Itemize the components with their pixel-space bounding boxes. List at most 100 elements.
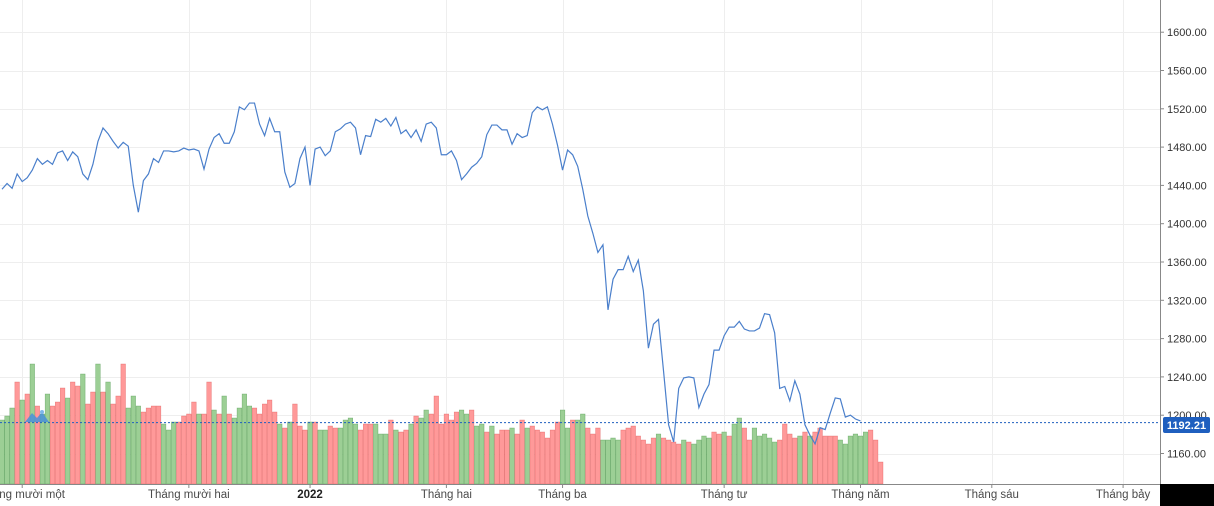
volume-bar bbox=[772, 441, 778, 485]
watermark-logo bbox=[25, 410, 49, 422]
volume-bar bbox=[585, 427, 591, 485]
volume-bar bbox=[196, 413, 202, 485]
volume-bar bbox=[171, 421, 177, 485]
x-tick-label: Tháng mười hai bbox=[148, 489, 230, 501]
volume-bar bbox=[9, 407, 15, 485]
x-tick-label: Tháng ba bbox=[538, 489, 587, 501]
y-axis: 1160.001200.001240.001280.001320.001360.… bbox=[1160, 27, 1207, 461]
volume-bar bbox=[645, 443, 651, 485]
y-tick-label: 1480.00 bbox=[1167, 142, 1207, 154]
volume-bar bbox=[201, 413, 207, 485]
volume-bar bbox=[479, 423, 485, 485]
volume-bar bbox=[347, 417, 353, 485]
volume-bar bbox=[448, 419, 454, 485]
volume-bar bbox=[711, 431, 717, 485]
volume-bar bbox=[650, 437, 657, 485]
grid-lines bbox=[0, 0, 1160, 484]
y-tick-label: 1400.00 bbox=[1167, 219, 1207, 231]
volume-bar bbox=[358, 429, 364, 485]
volume-bar bbox=[691, 443, 697, 485]
x-tick-label: Tháng hai bbox=[421, 489, 472, 501]
volume-bar bbox=[150, 405, 157, 485]
x-tick-label: Tháng bảy bbox=[1096, 489, 1151, 501]
volume-bar bbox=[802, 431, 808, 485]
volume-bar bbox=[282, 427, 288, 485]
volume-bar bbox=[565, 427, 571, 485]
volume-bar bbox=[741, 427, 747, 485]
volume-bar bbox=[575, 419, 581, 485]
volume-bar bbox=[807, 435, 813, 485]
volume-bar bbox=[418, 417, 424, 485]
volume-bar bbox=[878, 461, 884, 485]
volume-bar bbox=[661, 437, 667, 485]
volume-bar bbox=[847, 435, 853, 485]
volume-bar bbox=[549, 429, 556, 485]
volume-bar bbox=[671, 441, 677, 485]
volume-bar bbox=[110, 403, 116, 485]
volume-bar bbox=[302, 429, 308, 485]
volume-bar bbox=[90, 391, 96, 485]
volume-bar bbox=[332, 427, 338, 485]
y-tick-label: 1160.00 bbox=[1167, 449, 1206, 461]
volume-bar bbox=[842, 443, 848, 485]
volume-bar bbox=[337, 427, 343, 485]
volume-bar bbox=[105, 381, 111, 485]
x-tick-label: Tháng mười một bbox=[0, 489, 66, 501]
volume-bar bbox=[342, 419, 348, 485]
volume-bar bbox=[832, 435, 838, 485]
volume-bar bbox=[317, 429, 323, 485]
volume-bar bbox=[287, 421, 293, 485]
volume-bar bbox=[181, 415, 187, 485]
volume-bar bbox=[413, 415, 419, 485]
y-tick-label: 1600.00 bbox=[1167, 27, 1207, 39]
volume-bar bbox=[135, 405, 141, 485]
volume-bar bbox=[241, 393, 247, 485]
volume-bar bbox=[438, 423, 444, 485]
volume-bar bbox=[751, 427, 758, 485]
volume-bar bbox=[206, 381, 212, 485]
volume-bar bbox=[590, 433, 596, 485]
y-tick-label: 1520.00 bbox=[1167, 104, 1207, 116]
volume-bar bbox=[580, 413, 586, 485]
volume-bar bbox=[267, 399, 273, 485]
volume-bar bbox=[312, 421, 318, 485]
volume-bar bbox=[797, 435, 803, 485]
volume-bar bbox=[469, 409, 475, 485]
x-axis: Tháng mười một Tháng mười hai 2022 Tháng ha… bbox=[0, 484, 1151, 501]
volume-bar bbox=[211, 409, 217, 485]
volume-bar bbox=[166, 429, 172, 485]
y-tick-label: 1560.00 bbox=[1167, 66, 1207, 78]
volume-bar bbox=[433, 395, 439, 485]
volume-bar bbox=[408, 423, 414, 485]
volume-bar bbox=[529, 425, 535, 485]
volume-bar bbox=[822, 435, 828, 485]
x-tick-label: Tháng sáu bbox=[965, 489, 1019, 501]
volume-bar bbox=[721, 431, 727, 485]
y-tick-label: 1240.00 bbox=[1167, 372, 1207, 384]
volume-bar bbox=[145, 407, 151, 485]
volume-bar bbox=[635, 435, 641, 485]
price-series-line bbox=[1, 102, 861, 446]
volume-bar bbox=[519, 419, 525, 485]
volume-bar bbox=[0, 419, 5, 485]
volume-bar bbox=[762, 433, 768, 485]
volume-bar bbox=[696, 439, 702, 485]
volume-bar bbox=[231, 417, 237, 485]
volume-bar bbox=[681, 439, 687, 485]
volume-bar bbox=[423, 409, 429, 485]
volume-bar bbox=[70, 381, 76, 485]
volume-bar bbox=[49, 405, 56, 485]
volume-bar bbox=[630, 425, 636, 485]
volume-bar bbox=[246, 405, 252, 485]
volume-bar bbox=[484, 431, 490, 485]
volume-bar bbox=[544, 437, 550, 485]
y-tick-label: 1280.00 bbox=[1167, 334, 1207, 346]
volume-bar bbox=[459, 409, 465, 485]
volume-bar bbox=[625, 427, 631, 485]
volume-bar bbox=[100, 391, 106, 485]
volume-bar bbox=[221, 395, 227, 485]
volume-bar bbox=[676, 443, 682, 485]
volume-bar bbox=[95, 363, 101, 485]
volume-bar bbox=[863, 431, 869, 485]
